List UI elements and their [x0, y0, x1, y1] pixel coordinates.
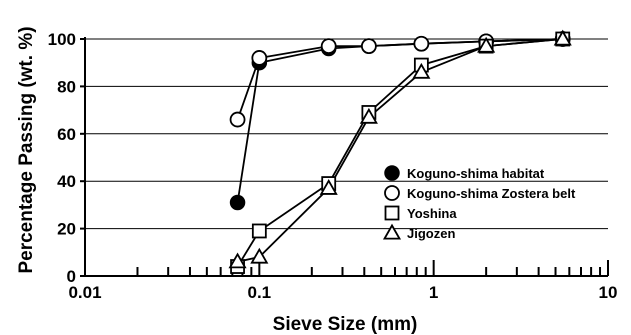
series-1-point	[251, 50, 268, 66]
y-tick-label: 60	[57, 125, 76, 144]
legend: Koguno-shima habitat Koguno-shima Zostera…	[382, 165, 576, 241]
y-tick-label: 40	[57, 172, 76, 191]
legend-marker	[382, 223, 402, 240]
y-tick-label: 20	[57, 220, 76, 239]
x-tick-label: 1	[429, 283, 438, 302]
series-2-point	[251, 223, 267, 239]
series-1-point	[320, 38, 337, 55]
x-tick-label: 10	[599, 283, 618, 302]
series-group	[228, 29, 572, 274]
x-tick-label: 0.1	[248, 283, 272, 302]
legend-marker	[384, 185, 400, 201]
series-3-point	[250, 247, 269, 264]
series-1-point	[360, 38, 377, 55]
series-line-2	[236, 38, 563, 267]
series-1-point	[413, 35, 430, 52]
legend-marker	[384, 205, 400, 221]
y-axis-title: Percentage Passing (wt. %)	[16, 26, 37, 273]
x-axis-title: Sieve Size (mm)	[273, 314, 418, 335]
axes	[84, 37, 608, 277]
legend-label: Koguno-shima Zostera belt	[407, 186, 576, 201]
series-0-point	[229, 194, 246, 211]
x-ticks: 0.01 0.1 1 10	[68, 260, 617, 302]
series-3-point	[228, 252, 247, 269]
series-3-point	[553, 29, 572, 46]
y-tick-label: 0	[67, 267, 76, 286]
legend-marker	[384, 165, 400, 181]
grid-lines	[85, 38, 608, 230]
series-line-1	[236, 38, 563, 120]
series-3-point	[359, 107, 378, 124]
series-3-point	[319, 178, 338, 195]
series-1-point	[229, 111, 246, 128]
x-tick-label: 0.01	[68, 283, 101, 302]
legend-label: Koguno-shima habitat	[407, 166, 545, 181]
legend-label: Yoshina	[407, 206, 457, 221]
series-3-point	[477, 36, 496, 53]
legend-label: Jigozen	[407, 226, 455, 241]
series-3-point	[412, 62, 431, 79]
y-ticks: 0 20 40 60 80 100	[48, 30, 85, 286]
y-tick-label: 80	[57, 77, 76, 96]
y-tick-label: 100	[48, 30, 76, 49]
